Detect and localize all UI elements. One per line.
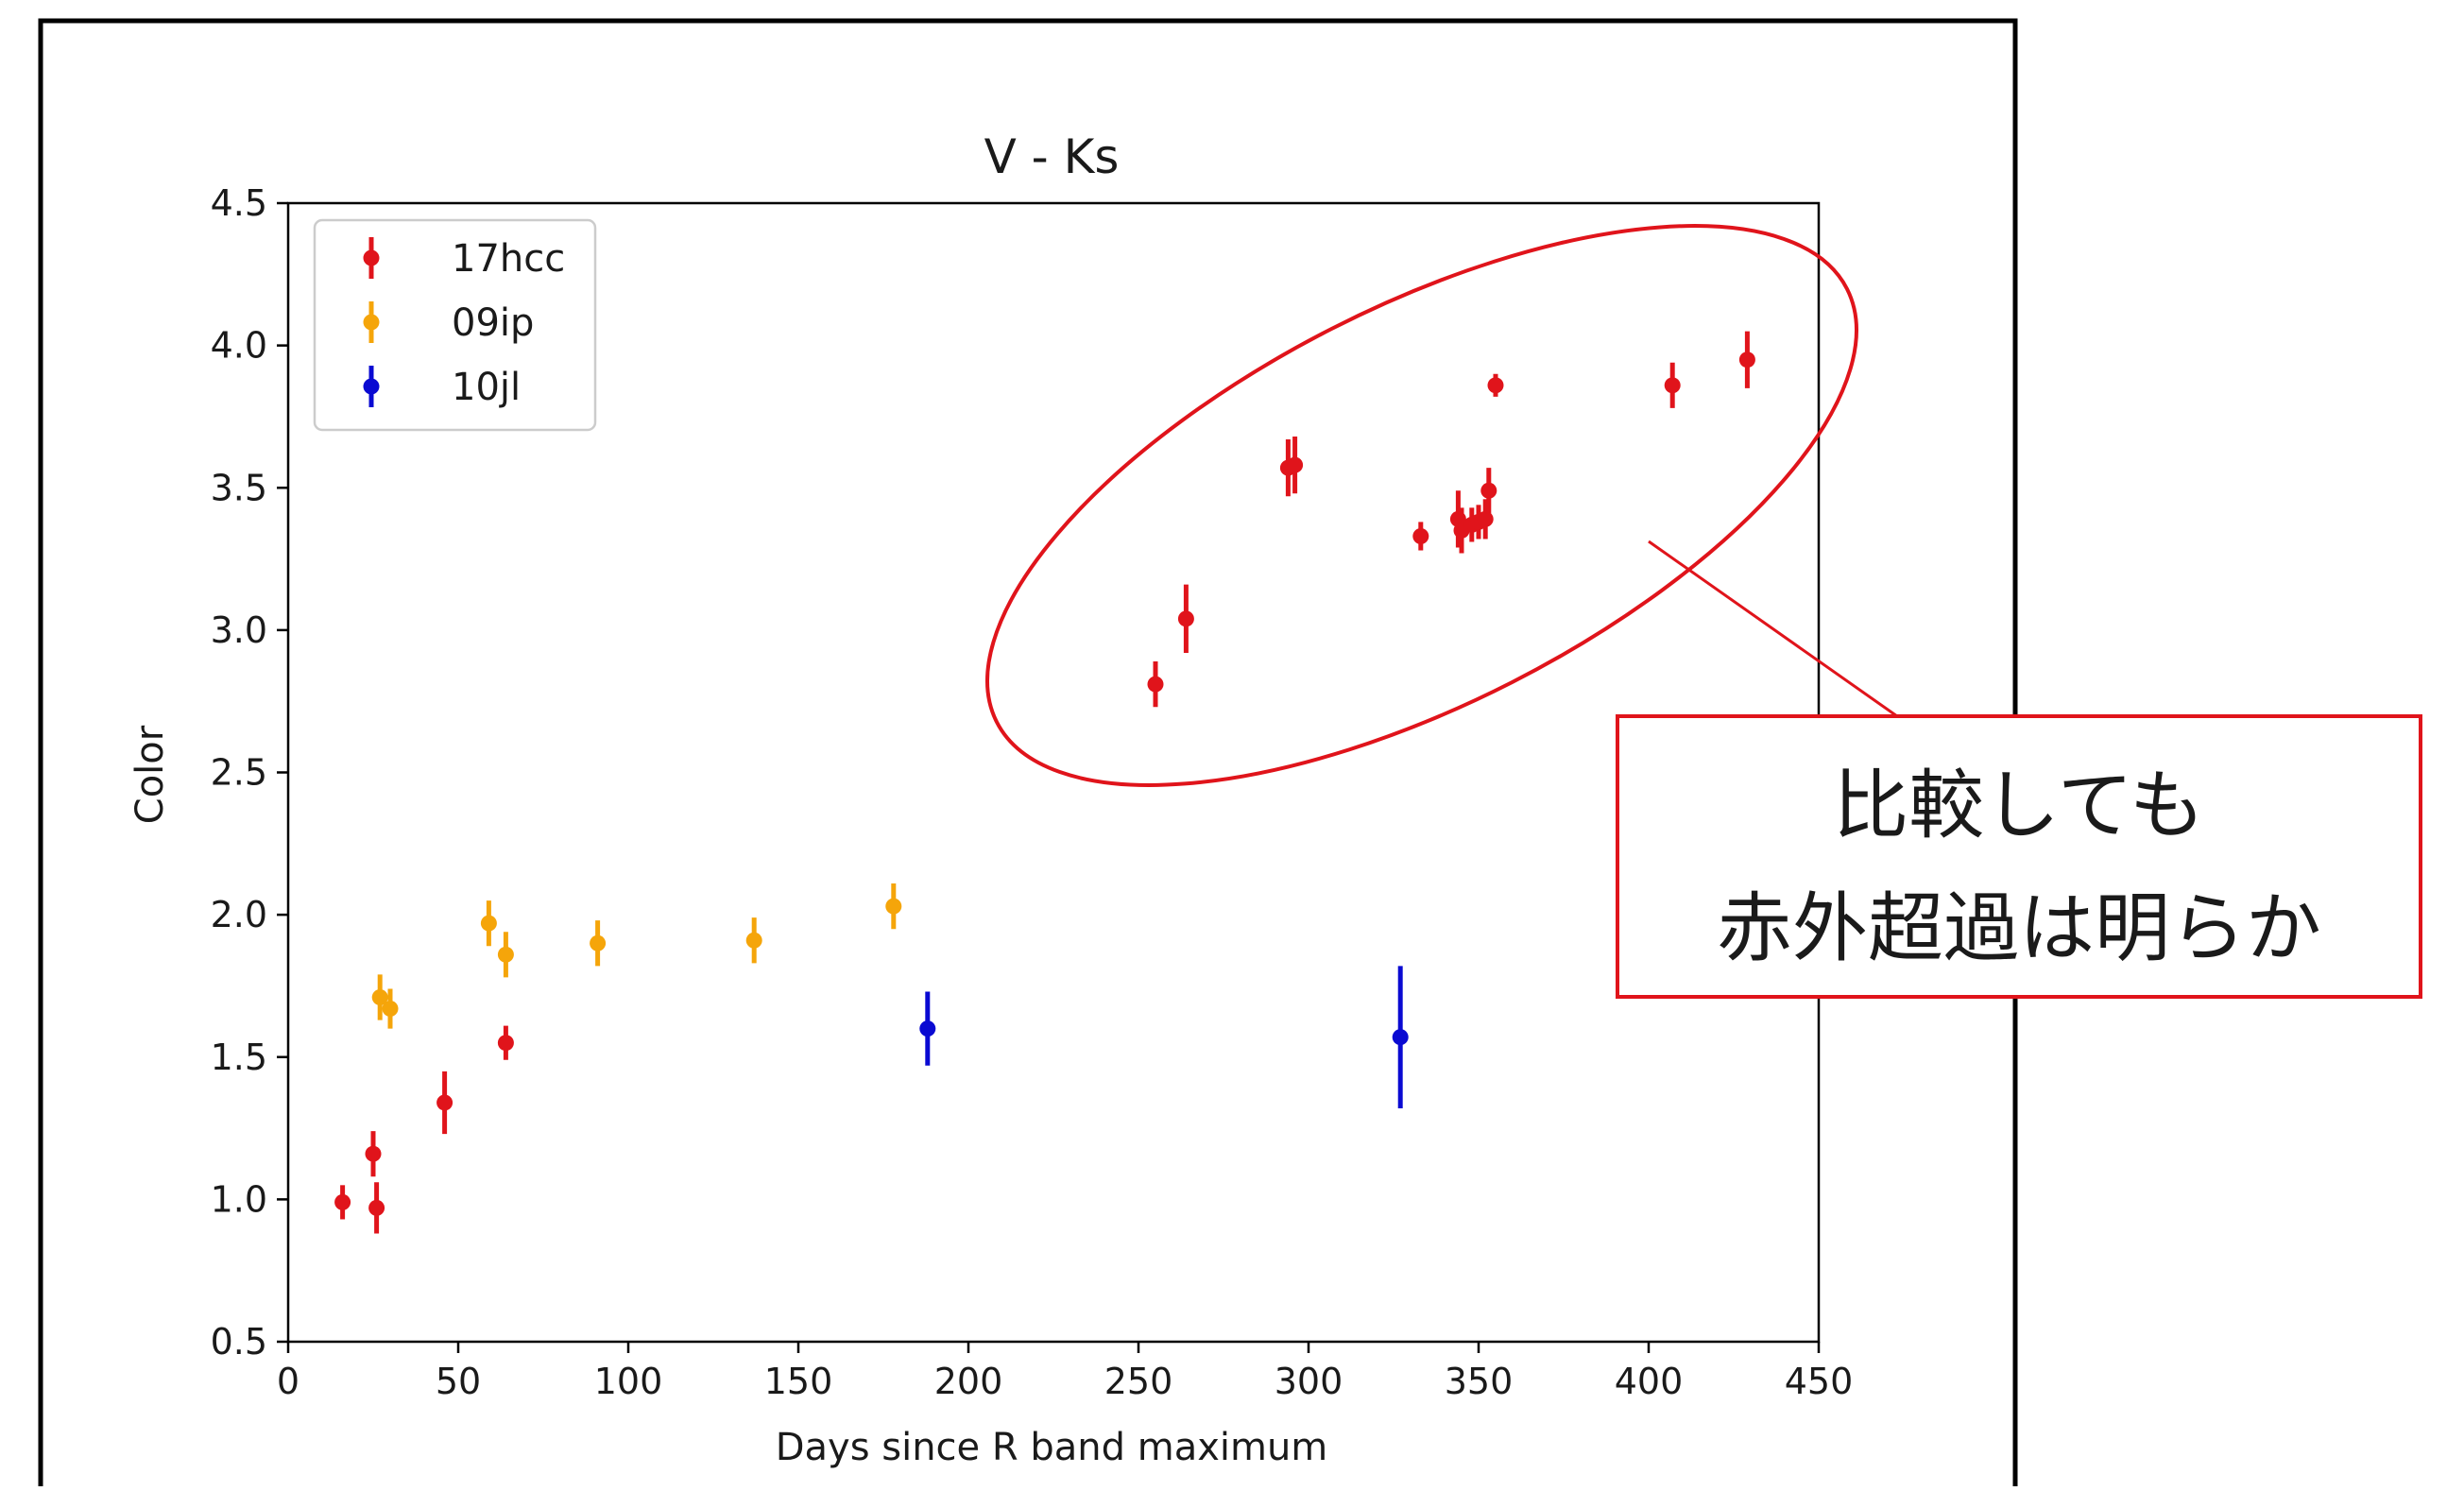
- data-point: [382, 1001, 399, 1018]
- data-point: [436, 1094, 453, 1111]
- data-point: [1480, 482, 1497, 499]
- data-point: [919, 1020, 936, 1037]
- y-tick-label: 4.5: [211, 182, 267, 224]
- series-09ip: [371, 883, 902, 1029]
- legend-marker: [363, 314, 380, 331]
- x-tick-label: 200: [934, 1361, 1003, 1402]
- legend-label: 17hcc: [452, 237, 565, 281]
- data-point: [885, 898, 902, 915]
- data-point: [1664, 377, 1681, 394]
- data-point: [1487, 377, 1504, 394]
- axis-ticks: 0 50 100 150 200 250 300 350 400 450 0.5 1.0 1.5 2.0 2…: [211, 182, 1854, 1402]
- x-tick-label: 50: [436, 1361, 481, 1402]
- data-point: [368, 1199, 385, 1216]
- y-tick-label: 4.0: [211, 325, 267, 367]
- data-point: [1287, 456, 1304, 473]
- series-17hcc: [334, 331, 1755, 1234]
- x-tick-label: 250: [1104, 1361, 1173, 1402]
- callout-box: [1616, 714, 2422, 999]
- y-tick-label: 1.5: [211, 1037, 267, 1078]
- callout-leader-line: [1648, 540, 1898, 718]
- data-point: [1392, 1029, 1409, 1046]
- y-tick-label: 0.5: [211, 1321, 267, 1362]
- legend-box: [313, 218, 597, 432]
- legend: 17hcc 09ip 10jl: [313, 218, 597, 432]
- x-tick-label: 450: [1785, 1361, 1854, 1402]
- legend-marker: [363, 249, 380, 266]
- data-point: [590, 934, 607, 951]
- x-tick-label: 400: [1615, 1361, 1684, 1402]
- x-tick-label: 150: [764, 1361, 833, 1402]
- legend-marker: [363, 378, 380, 395]
- y-axis-label: Color: [128, 725, 172, 824]
- y-tick-label: 2.0: [211, 894, 267, 935]
- x-tick-label: 100: [594, 1361, 663, 1402]
- legend-item-09ip: 09ip: [363, 301, 534, 345]
- highlight-ellipse: [985, 224, 1858, 787]
- y-tick-label: 3.5: [211, 467, 267, 508]
- data-point: [1177, 610, 1194, 627]
- data-point: [1412, 527, 1429, 544]
- y-tick-label: 3.0: [211, 609, 267, 651]
- legend-item-10jl: 10jl: [363, 366, 521, 409]
- data-point: [365, 1145, 382, 1162]
- data-point: [497, 1035, 514, 1052]
- x-tick-label: 350: [1445, 1361, 1514, 1402]
- data-points: [334, 331, 1755, 1234]
- series-10jl: [919, 966, 1409, 1108]
- data-point: [371, 988, 388, 1005]
- data-point: [1147, 676, 1164, 693]
- chart-title: V - Ks: [984, 129, 1120, 184]
- data-point: [1477, 510, 1494, 527]
- data-point: [480, 915, 497, 932]
- x-tick-label: 300: [1275, 1361, 1343, 1402]
- x-axis-label: Days since R band maximum: [776, 1426, 1328, 1469]
- legend-item-17hcc: 17hcc: [363, 237, 565, 281]
- data-point: [497, 946, 514, 963]
- data-point: [1738, 351, 1755, 368]
- y-tick-label: 1.0: [211, 1178, 267, 1220]
- callout-line-2: 赤外超過は明らか: [1717, 884, 2321, 972]
- legend-label: 09ip: [452, 301, 534, 345]
- x-tick-label: 0: [277, 1361, 299, 1402]
- y-tick-label: 2.5: [211, 752, 267, 794]
- legend-label: 10jl: [452, 366, 521, 409]
- data-point: [334, 1193, 351, 1210]
- callout-line-1: 比較しても: [1833, 762, 2205, 849]
- data-point: [745, 932, 762, 949]
